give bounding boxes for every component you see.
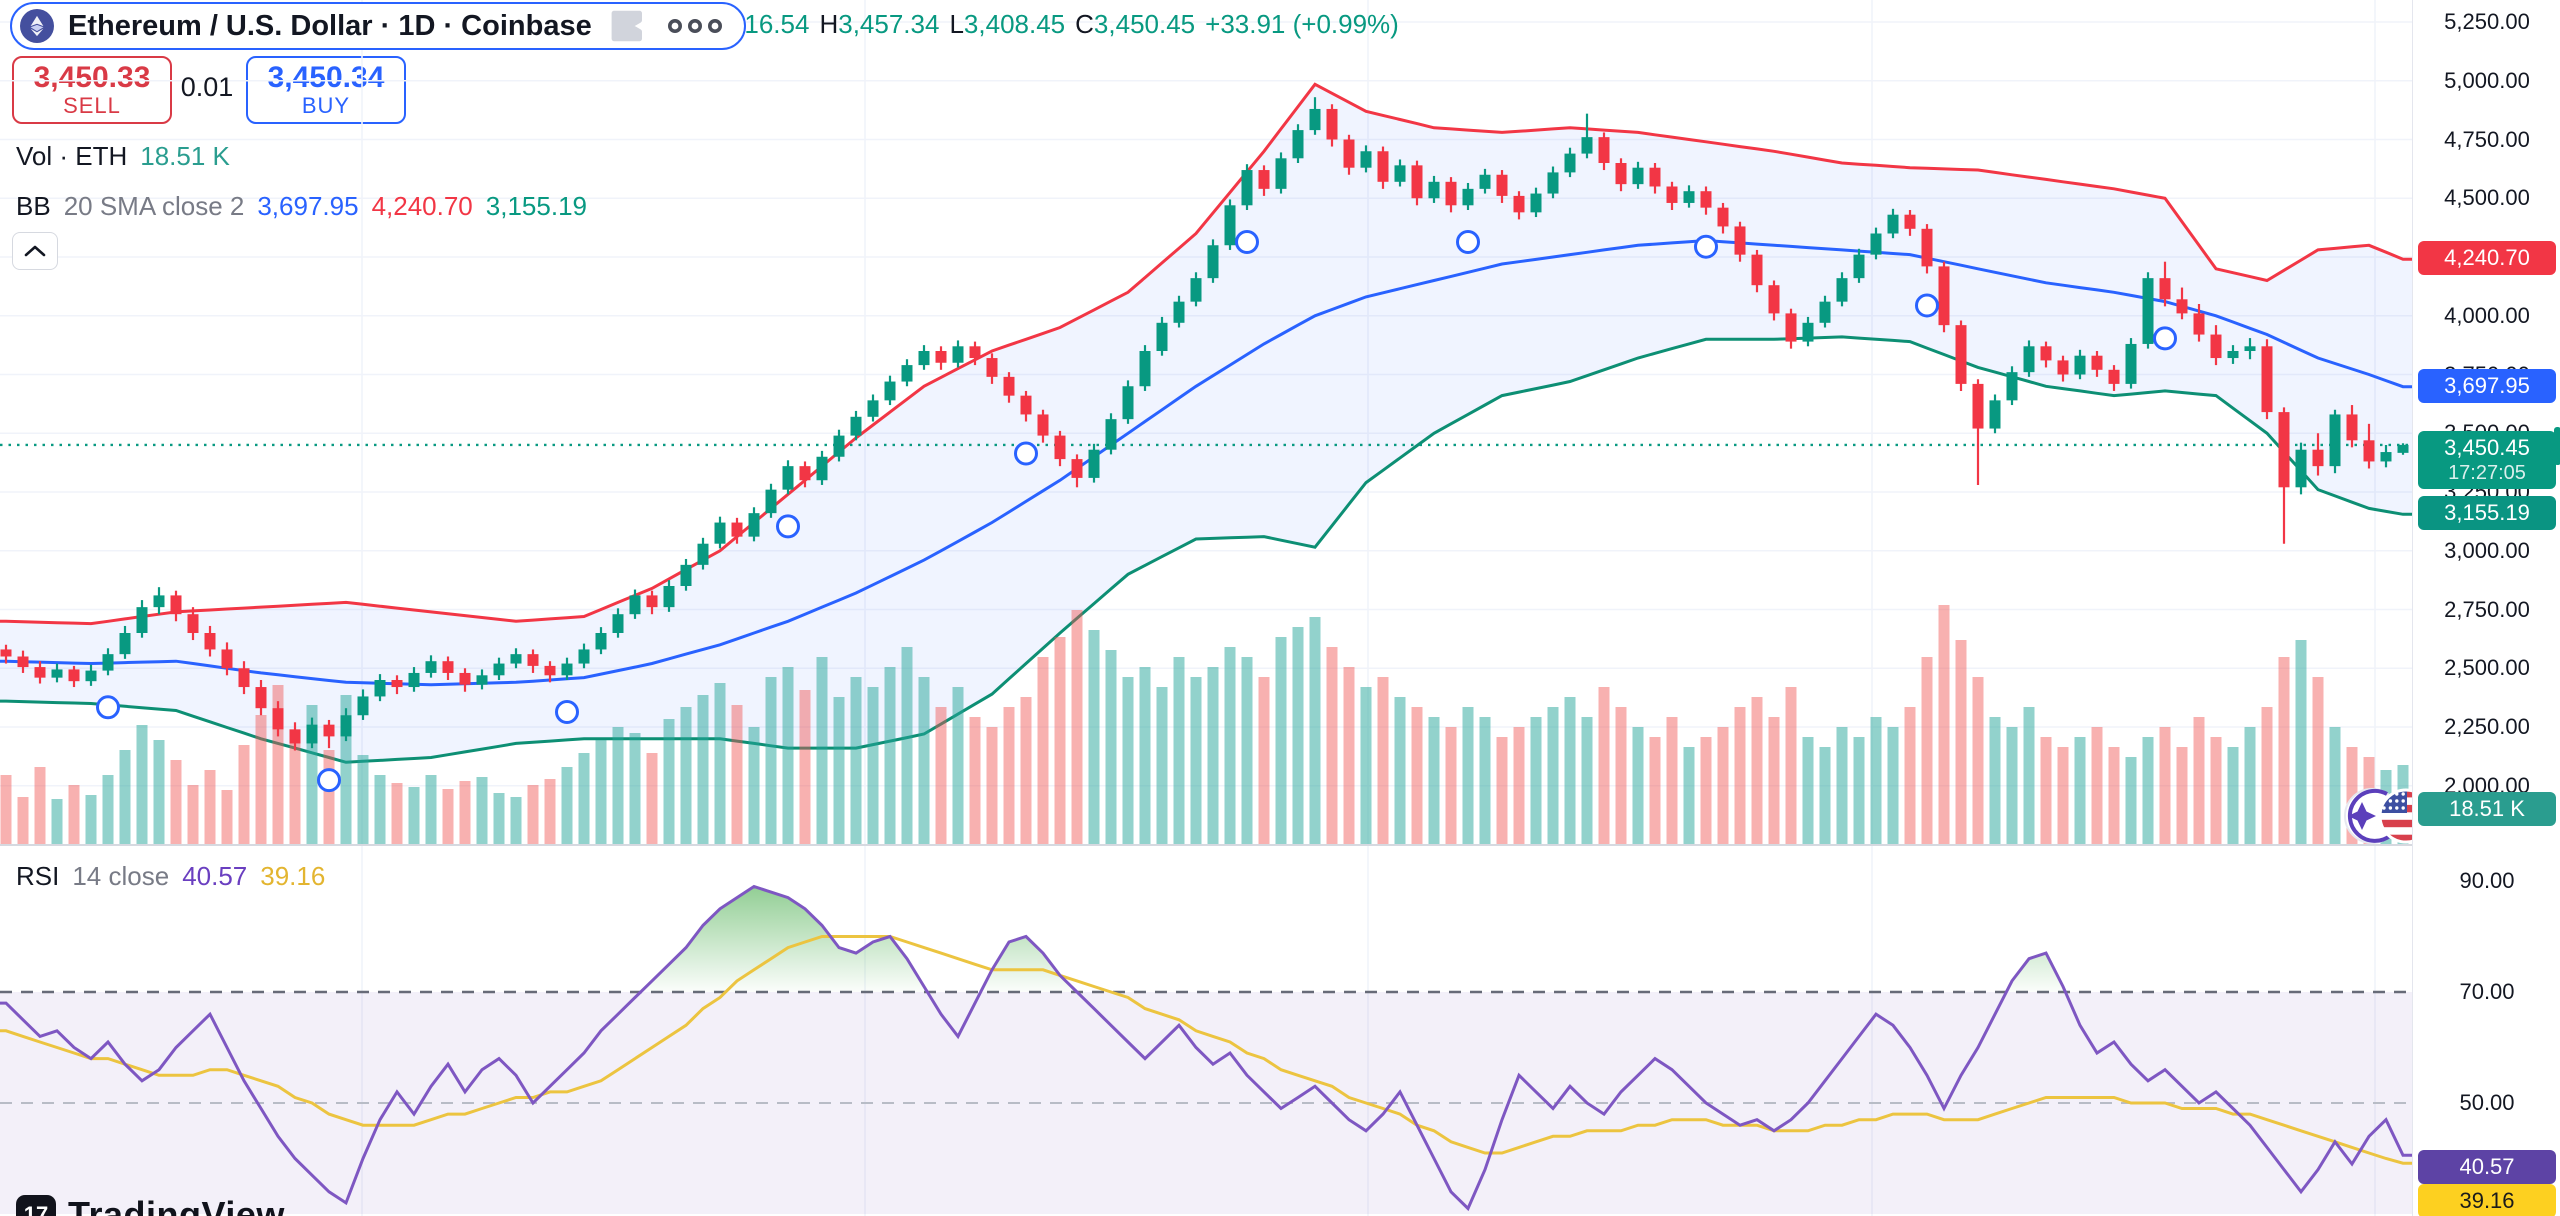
- axis-price-badge: 18.51 K: [2418, 792, 2556, 826]
- axis-price-badge: 40.57: [2418, 1150, 2556, 1184]
- rsi-legend-params: 14 close: [72, 861, 170, 891]
- close-label: C: [1075, 9, 1094, 39]
- tradingview-watermark[interactable]: 17 TradingView: [16, 1194, 285, 1216]
- axis-price-badge: 3,697.95: [2418, 368, 2556, 403]
- change-value: +33.91 (+0.99%): [1205, 9, 1399, 39]
- buy-label: BUY: [301, 93, 351, 119]
- bb-lower-value: 3,155.19: [485, 191, 587, 221]
- axis-tick-label: 2,750.00: [2444, 596, 2530, 622]
- rsi-legend[interactable]: RSI 14 close 40.57 39.16: [16, 861, 325, 892]
- spread-value: 0.01: [180, 72, 234, 102]
- sell-price: 3,450.33: [33, 61, 151, 95]
- axis-tick-label: 2,500.00: [2444, 655, 2530, 681]
- volume-legend-title: Vol · ETH: [16, 141, 128, 171]
- ethereum-icon: [20, 9, 54, 43]
- axis-price-badge: 3,450.45 17:27:05: [2418, 430, 2556, 489]
- axis-tick-label: 2,250.00: [2444, 714, 2530, 739]
- tradingview-logo-icon: 17: [16, 1195, 56, 1216]
- axis-tick-label: 4,500.00: [2444, 185, 2530, 211]
- high-value: 3,457.34: [838, 9, 940, 39]
- rsi-ma-value: 39.16: [260, 861, 326, 891]
- axis-tick-label: 70.00: [2459, 979, 2515, 1004]
- buy-button[interactable]: 3,450.34 BUY: [246, 56, 406, 124]
- more-options-icon[interactable]: [666, 16, 724, 36]
- bollinger-legend[interactable]: BB 20 SMA close 2 3,697.95 4,240.70 3,15…: [16, 191, 587, 222]
- volume-legend[interactable]: Vol · ETH 18.51 K: [16, 141, 230, 172]
- sell-label: SELL: [63, 93, 121, 119]
- ohlc-readout: O3,416.54 H3,457.34 L3,408.45 C3,450.45 …: [688, 9, 1399, 40]
- axis-tick-label: 4,750.00: [2444, 126, 2530, 152]
- symbol-title-button[interactable]: Ethereum / U.S. Dollar · 1D · Coinbase: [10, 2, 746, 50]
- axis-price-badge: 4,240.70: [2418, 241, 2556, 276]
- low-label: L: [949, 9, 964, 39]
- axis-tick-label: 3,000.00: [2444, 537, 2530, 563]
- collapse-legend-button[interactable]: [12, 232, 58, 270]
- sell-button[interactable]: 3,450.33 SELL: [12, 56, 172, 124]
- rsi-legend-title: RSI: [16, 861, 60, 891]
- high-label: H: [819, 9, 839, 39]
- axis-tick-label: 5,250.00: [2444, 9, 2530, 34]
- tradingview-logo-text: TradingView: [68, 1194, 285, 1216]
- axis-tick-label: 5,000.00: [2444, 67, 2530, 93]
- low-value: 3,408.45: [963, 9, 1066, 39]
- rsi-value: 40.57: [182, 861, 248, 891]
- flag-icon[interactable]: [606, 6, 646, 46]
- price-scale[interactable]: 5,250.005,000.004,750.004,500.004,250.00…: [2412, 0, 2560, 1216]
- bb-upper-value: 4,240.70: [371, 191, 473, 221]
- bb-basis-value: 3,697.95: [257, 191, 359, 221]
- volume-legend-value: 18.51 K: [140, 141, 230, 171]
- axis-price-badge: 39.16: [2418, 1184, 2556, 1216]
- bb-legend-title: BB: [16, 191, 51, 221]
- axis-tick-label: 4,000.00: [2444, 302, 2530, 328]
- axis-price-badge: 3,155.19: [2418, 496, 2556, 531]
- close-value: 3,450.45: [1093, 9, 1196, 39]
- axis-tick-label: 50.00: [2459, 1090, 2515, 1115]
- current-price-scale-accent: [2554, 426, 2560, 465]
- bb-legend-params: 20 SMA close 2: [63, 191, 245, 221]
- axis-tick-label: 90.00: [2459, 868, 2515, 893]
- buy-price: 3,450.34: [267, 61, 385, 95]
- symbol-title: Ethereum / U.S. Dollar · 1D · Coinbase: [68, 9, 592, 42]
